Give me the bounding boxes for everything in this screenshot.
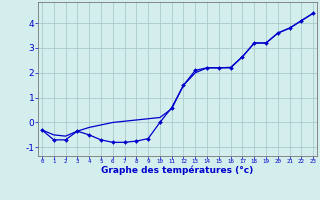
X-axis label: Graphe des températures (°c): Graphe des températures (°c) bbox=[101, 166, 254, 175]
